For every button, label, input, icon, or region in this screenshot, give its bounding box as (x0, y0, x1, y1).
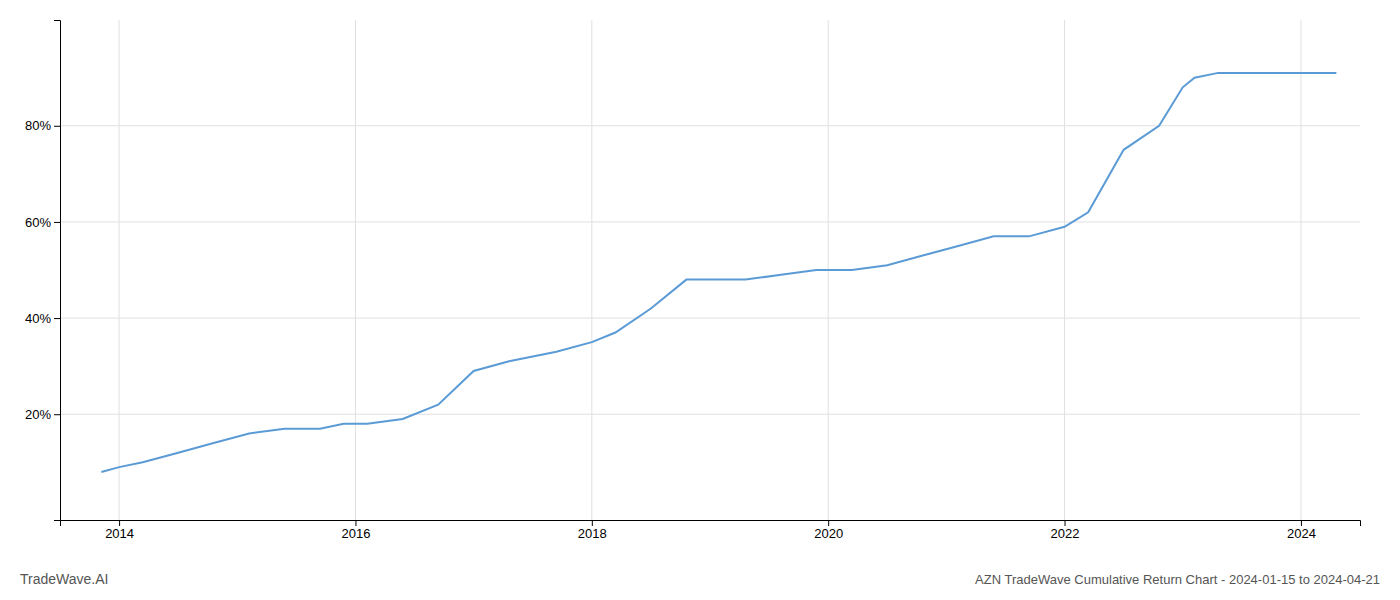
line (101, 73, 1336, 472)
x-grid-line (591, 20, 592, 520)
y-tick: 80% (25, 118, 60, 133)
x-tick: 2024 (1287, 520, 1316, 541)
x-axis: 2014 2016 2018 2020 2022 2024 (61, 520, 1361, 541)
x-tick-mark (1065, 520, 1066, 526)
y-axis-line (54, 21, 61, 521)
y-tick: 20% (25, 407, 60, 422)
x-tick: 2022 (1051, 520, 1080, 541)
y-grid-line (60, 414, 1360, 415)
x-tick-label: 2024 (1287, 526, 1316, 541)
x-tick-mark (119, 520, 120, 526)
y-tick-mark (54, 318, 60, 319)
x-tick: 2020 (814, 520, 843, 541)
y-tick-label: 40% (25, 311, 51, 326)
x-tick: 2014 (105, 520, 134, 541)
title: AZN TradeWave Cumulative Return Chart - … (975, 572, 1380, 587)
y-axis: 20% 40% 60% 80% (25, 21, 61, 521)
x-grid-line (1300, 20, 1301, 520)
x-tick-mark (355, 520, 356, 526)
y-tick-label: 20% (25, 407, 51, 422)
y-grid-line (60, 318, 1360, 319)
y-tick-label: 80% (25, 118, 51, 133)
x-tick-mark (1301, 520, 1302, 526)
x-tick-label: 2016 (341, 526, 370, 541)
x-tick-label: 2020 (814, 526, 843, 541)
x-grid-line (355, 20, 356, 520)
x-tick-label: 2018 (578, 526, 607, 541)
y-grid-line (60, 125, 1360, 126)
x-axis-line (61, 521, 1361, 527)
y-tick: 40% (25, 311, 60, 326)
x-grid-line (1064, 20, 1065, 520)
y-tick-mark (54, 222, 60, 223)
x-grid-line (119, 20, 120, 520)
y-tick-mark (54, 126, 60, 127)
x-tick-mark (828, 520, 829, 526)
y-tick: 60% (25, 215, 60, 230)
x-tick: 2018 (578, 520, 607, 541)
x-tick: 2016 (341, 520, 370, 541)
plot-area (101, 73, 1336, 472)
watermark: TradeWave.AI (20, 571, 108, 587)
y-tick-label: 60% (25, 215, 51, 230)
y-tick-mark (54, 414, 60, 415)
x-tick-label: 2022 (1051, 526, 1080, 541)
chart: 2014 2016 2018 2020 2022 2024 20% 40% 60% 80% Trad… (0, 0, 1400, 600)
x-tick-mark (592, 520, 593, 526)
grid (60, 20, 1360, 520)
x-tick-label: 2014 (105, 526, 134, 541)
y-grid-line (60, 221, 1360, 222)
